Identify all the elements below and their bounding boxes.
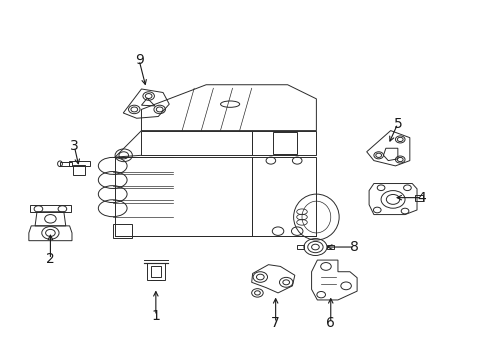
Text: 1: 1: [151, 309, 160, 323]
Text: 6: 6: [325, 316, 334, 330]
Text: 5: 5: [393, 117, 402, 131]
Text: 9: 9: [134, 53, 143, 67]
Text: 7: 7: [271, 316, 280, 330]
Text: 4: 4: [417, 191, 426, 204]
Text: 3: 3: [70, 139, 79, 153]
Text: 8: 8: [349, 240, 358, 254]
Text: 2: 2: [46, 252, 55, 266]
